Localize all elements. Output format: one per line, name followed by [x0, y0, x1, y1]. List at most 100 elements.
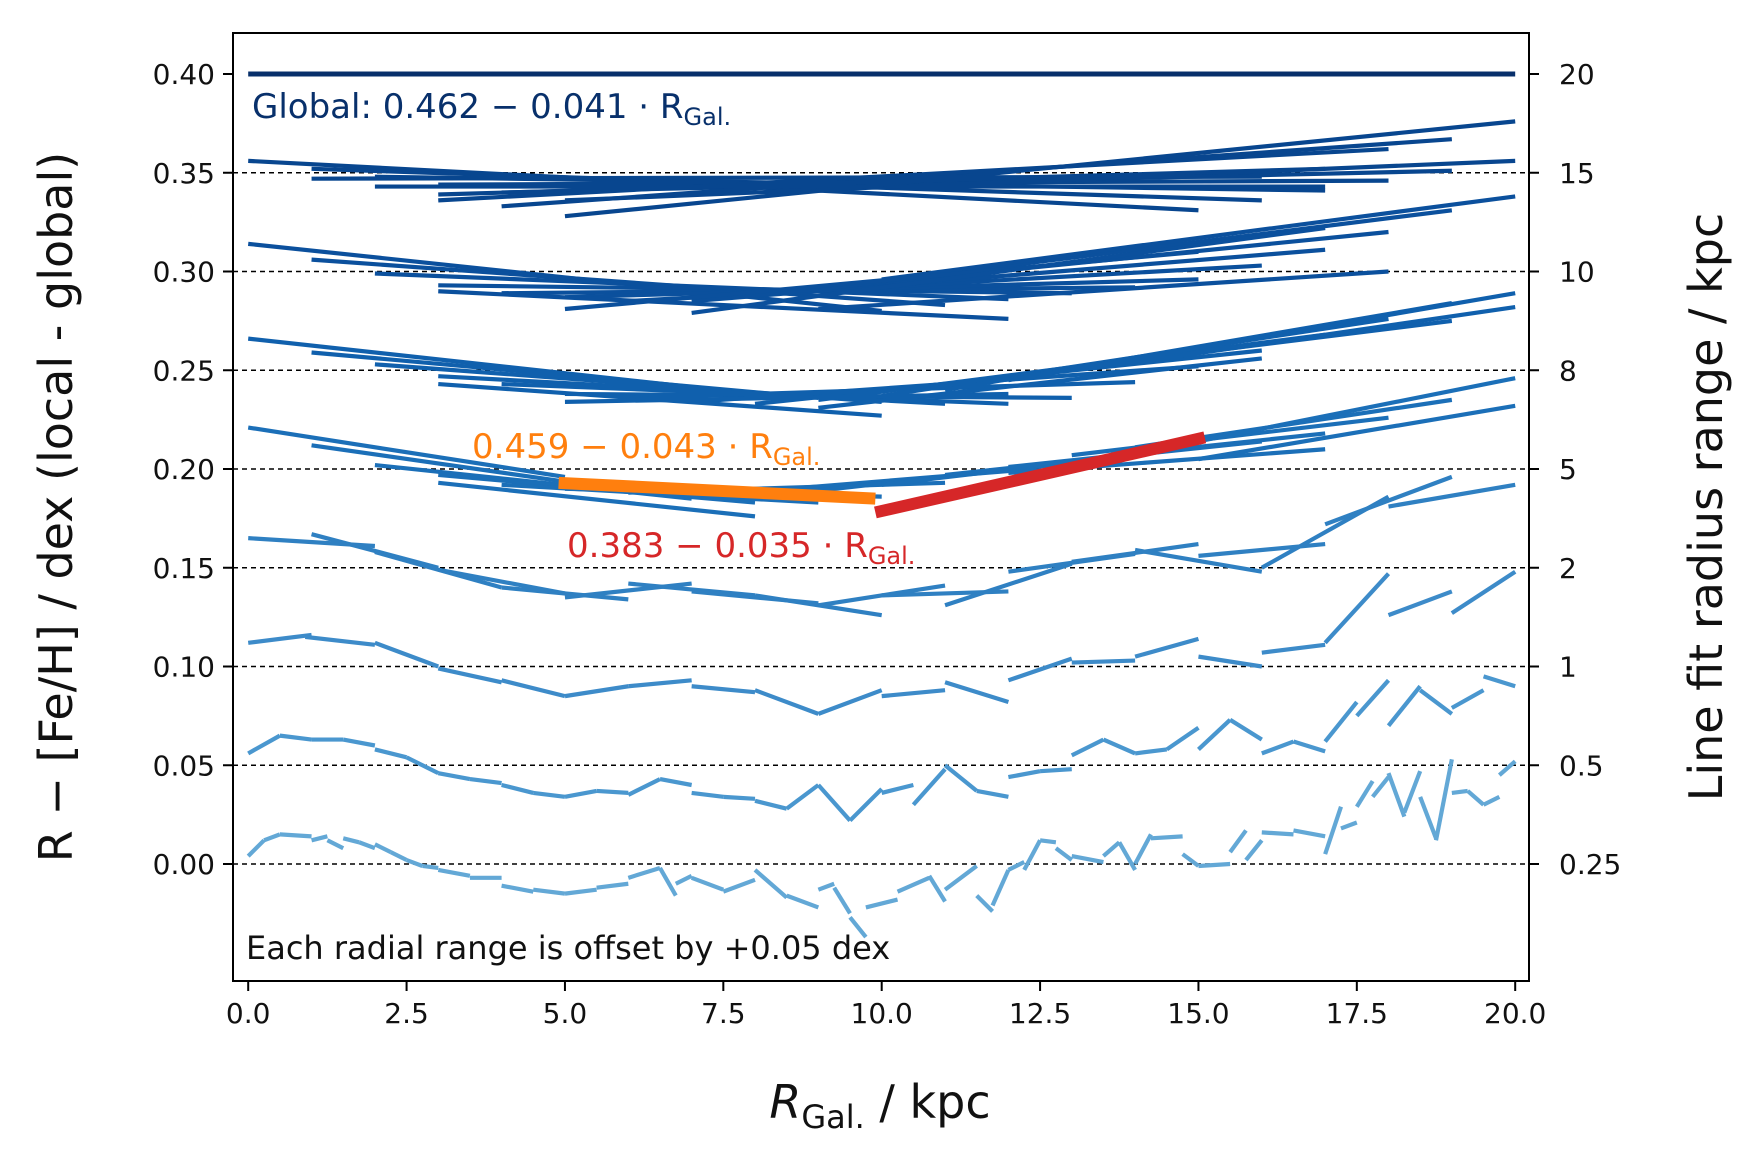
series-segment	[405, 755, 440, 776]
series-0p5	[247, 674, 1516, 823]
series-segment	[818, 583, 946, 608]
series-segment	[1371, 775, 1391, 799]
series-segment	[374, 747, 408, 760]
labels: RGal. / kpc R − [Fe/H] / dex (local - glo…	[29, 87, 1733, 1136]
y-tick-label: 0.30	[153, 256, 215, 289]
x-tick-label: 0.0	[226, 997, 271, 1030]
series-segment	[1466, 789, 1485, 807]
x-tick-label: 10.0	[851, 997, 913, 1030]
series-segment	[1165, 725, 1200, 752]
series-segment	[1198, 654, 1263, 669]
series-segment	[501, 782, 534, 795]
y-tick-label: 0.00	[153, 848, 215, 881]
series-segment	[1261, 739, 1295, 756]
orange-fit-line	[558, 476, 876, 505]
series-segment	[1229, 718, 1263, 742]
series-segment	[1450, 569, 1517, 615]
series-segment	[564, 119, 1516, 219]
series-segment	[326, 838, 345, 851]
series-segment	[311, 174, 1262, 181]
series-segment	[1007, 656, 1073, 683]
y-tick-label: 0.15	[153, 552, 215, 585]
series-segment	[943, 864, 978, 892]
series-segment	[658, 866, 678, 897]
series-segment	[785, 783, 820, 811]
series-segment	[628, 678, 692, 689]
series-segment	[1355, 678, 1391, 718]
x-tick-label: 15.0	[1167, 997, 1229, 1030]
series-segment	[501, 585, 629, 602]
series-segment	[1418, 796, 1438, 840]
ticks: 0.0 2.5 5.0 7.5 10.0 12.5 15.0 17.5 20.0 0.00 0.05…	[153, 58, 1622, 1030]
series-segment	[1133, 833, 1153, 865]
series-segment	[405, 858, 424, 868]
y2-tick-label: 8	[1559, 354, 1577, 387]
series-segment	[342, 836, 360, 845]
series-segment	[1134, 304, 1516, 365]
series-segment	[848, 916, 868, 939]
series-segment	[723, 794, 756, 801]
series-segment	[691, 790, 724, 799]
series-segment	[753, 868, 789, 900]
series-segment	[816, 783, 852, 822]
series-segment	[911, 767, 947, 807]
series-segment	[818, 356, 1263, 410]
series-lines	[246, 119, 1517, 939]
series-segment	[438, 480, 756, 519]
series-segment	[501, 883, 534, 894]
y-tick-label: 0.20	[153, 453, 215, 486]
series-segment	[596, 788, 629, 795]
series-segment	[832, 886, 852, 915]
y2-tick-label: 0.5	[1559, 749, 1604, 782]
series-segment	[1150, 834, 1183, 841]
series-segment	[1293, 828, 1326, 839]
y-tick-label: 0.40	[153, 58, 215, 91]
series-segment	[1022, 839, 1042, 871]
series-segment	[1228, 829, 1248, 854]
series-segment	[1198, 376, 1516, 444]
series-segment	[1482, 674, 1516, 689]
series-8	[247, 291, 1516, 418]
series-segment	[674, 873, 693, 886]
series-segment	[358, 840, 376, 851]
series-segment	[881, 688, 946, 699]
series-segment	[533, 790, 566, 799]
series-segment	[1261, 642, 1326, 655]
series-segment	[1102, 840, 1121, 858]
series-segment	[881, 782, 914, 795]
series-segment	[1198, 541, 1326, 558]
y-tick-label: 0.10	[153, 651, 215, 684]
series-segment	[754, 798, 788, 811]
series-segment	[1402, 770, 1423, 814]
series-segment	[1102, 737, 1136, 756]
y2-tick-label: 5	[1559, 453, 1577, 486]
series-segment	[1039, 767, 1072, 774]
series-segment	[1355, 779, 1375, 808]
series-segment	[817, 688, 883, 716]
series-10	[247, 194, 1516, 321]
series-segment	[1418, 688, 1454, 716]
series-segment	[1261, 830, 1294, 837]
series-segment	[1039, 838, 1057, 845]
x-tick-label: 7.5	[701, 997, 746, 1030]
series-segment	[1323, 700, 1359, 743]
series-segment	[1181, 852, 1200, 868]
series-segment	[990, 869, 1011, 907]
series-0p25	[246, 758, 1517, 939]
series-segment	[1450, 688, 1485, 710]
series-segment	[279, 832, 312, 839]
series-segment	[817, 881, 835, 892]
series-segment	[437, 867, 471, 878]
series-segment	[596, 881, 629, 890]
x-tick-label: 12.5	[1009, 997, 1071, 1030]
series-segment	[848, 787, 884, 823]
red-fit-annotation: 0.383 − 0.035 · RGal.	[567, 526, 915, 570]
series-segment	[437, 666, 503, 685]
series-segment	[1198, 403, 1516, 462]
series-segment	[1451, 788, 1468, 795]
series-segment	[1117, 841, 1137, 871]
series-segment	[438, 166, 1326, 197]
series-segment	[279, 733, 312, 742]
y2-tick-label: 0.25	[1559, 848, 1621, 881]
